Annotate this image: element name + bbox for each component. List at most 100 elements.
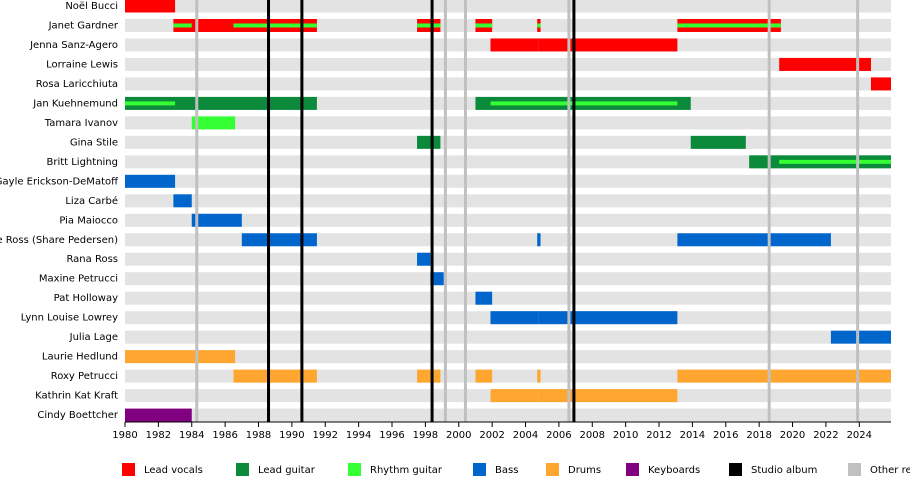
bar xyxy=(125,408,192,422)
x-tick-label: 2010 xyxy=(613,430,638,441)
bar xyxy=(233,369,317,383)
bar xyxy=(417,135,441,149)
row-band xyxy=(125,155,891,169)
row-band xyxy=(125,291,891,305)
row-band xyxy=(125,77,891,91)
x-tick-label: 2000 xyxy=(446,430,471,441)
x-tick-label: 1994 xyxy=(346,430,371,441)
legend-swatch xyxy=(122,463,135,476)
legend-label: Rhythm guitar xyxy=(370,465,443,476)
bar-stripe xyxy=(779,159,891,164)
bar xyxy=(125,174,176,188)
member-name: Pat Holloway xyxy=(54,293,118,304)
x-tick-label: 1988 xyxy=(246,430,271,441)
legend-swatch xyxy=(473,463,486,476)
bar xyxy=(538,311,678,325)
member-name: Maxine Petrucci xyxy=(39,274,118,285)
x-tick-label: 1998 xyxy=(413,430,438,441)
bar xyxy=(537,369,541,383)
legend-label: Bass xyxy=(495,465,518,476)
member-name: Noël Bucci xyxy=(65,1,118,12)
bar-stripe xyxy=(490,101,678,106)
member-name: Jan Kuehnemund xyxy=(32,98,118,109)
bar xyxy=(490,389,539,403)
legend-swatch xyxy=(848,463,861,476)
bar-stripe xyxy=(677,23,781,28)
member-name: Lorraine Lewis xyxy=(46,59,118,70)
x-tick-label: 2018 xyxy=(746,430,771,441)
member-name: Laurie Hedlund xyxy=(42,352,118,363)
bar xyxy=(417,369,441,383)
row-band xyxy=(125,0,891,13)
bar xyxy=(677,369,891,383)
x-tick-label: 1984 xyxy=(179,430,204,441)
member-name: Kathrin Kat Kraft xyxy=(35,391,118,402)
x-tick-label: 2004 xyxy=(513,430,538,441)
member-name: Britt Lightning xyxy=(46,157,118,168)
member-name: Gina Stile xyxy=(70,137,118,148)
bar xyxy=(490,38,539,52)
bar xyxy=(537,233,541,247)
bar xyxy=(417,252,431,266)
x-tick-label: 2020 xyxy=(780,430,805,441)
bar xyxy=(125,0,176,13)
x-tick-label: 2008 xyxy=(580,430,605,441)
member-name: Jenna Sanz-Agero xyxy=(29,40,118,51)
x-tick-label: 1982 xyxy=(146,430,171,441)
bar xyxy=(430,272,444,286)
legend-label: Lead vocals xyxy=(144,465,203,476)
row-band xyxy=(125,330,891,344)
bar-stripe xyxy=(537,23,541,28)
legend-label: Drums xyxy=(568,465,601,476)
bar xyxy=(125,350,236,364)
bar xyxy=(191,116,236,130)
x-tick-label: 1996 xyxy=(379,430,404,441)
bar xyxy=(475,369,493,383)
bar-stripe xyxy=(417,23,441,28)
row-band xyxy=(125,252,891,266)
legend-swatch xyxy=(348,463,361,476)
member-name: Gayle Erickson-DeMatoff xyxy=(0,176,119,187)
bar xyxy=(173,194,192,208)
legend-swatch xyxy=(626,463,639,476)
x-tick-label: 2006 xyxy=(546,430,571,441)
x-tick-label: 1980 xyxy=(112,430,137,441)
bar xyxy=(677,233,831,247)
legend-label: Lead guitar xyxy=(258,465,316,476)
bar xyxy=(690,135,746,149)
legend-label: Studio album xyxy=(751,465,817,476)
x-tick-label: 1986 xyxy=(212,430,237,441)
bar-stripe xyxy=(125,101,176,106)
row-band xyxy=(125,116,891,130)
bar-stripe xyxy=(475,23,493,28)
row-band xyxy=(125,213,891,227)
bar xyxy=(538,389,678,403)
member-name: Tamara Ivanov xyxy=(44,118,118,129)
member-name: Roxy Petrucci xyxy=(51,371,118,382)
x-tick-label: 2002 xyxy=(479,430,504,441)
x-tick-label: 1990 xyxy=(279,430,304,441)
legend-swatch xyxy=(729,463,742,476)
legend-label: Keyboards xyxy=(648,465,700,476)
member-name: Pia Maiocco xyxy=(59,215,118,226)
bar-stripe xyxy=(233,23,317,28)
row-band xyxy=(125,194,891,208)
bar xyxy=(241,233,317,247)
row-band xyxy=(125,174,891,188)
bar-stripe xyxy=(173,23,192,28)
row-band xyxy=(125,57,891,71)
bar xyxy=(538,38,678,52)
row-band xyxy=(125,272,891,286)
x-tick-label: 2016 xyxy=(713,430,738,441)
member-name: Share Ross (Share Pedersen) xyxy=(0,235,118,246)
bar xyxy=(475,291,493,305)
bar xyxy=(191,213,242,227)
bar xyxy=(490,311,539,325)
member-name: Rana Ross xyxy=(66,254,118,265)
member-name: Janet Gardner xyxy=(48,20,119,31)
x-tick-label: 2024 xyxy=(847,430,872,441)
x-tick-label: 1992 xyxy=(313,430,338,441)
legend-label: Other release xyxy=(870,465,910,476)
legend-swatch xyxy=(546,463,559,476)
